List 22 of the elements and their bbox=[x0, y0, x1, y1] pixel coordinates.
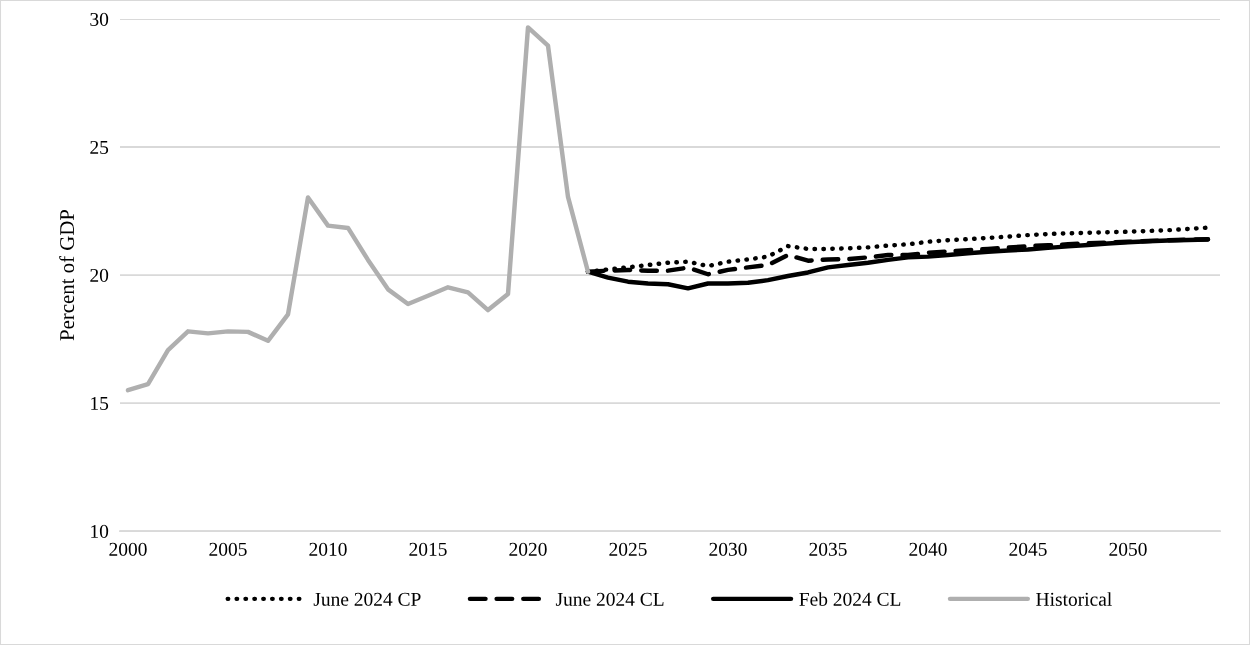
x-tick-label: 2045 bbox=[1009, 542, 1047, 556]
legend-label: Historical bbox=[1036, 592, 1112, 606]
legend-label: Feb 2024 CL bbox=[799, 592, 901, 606]
y-tick-label: 30 bbox=[90, 12, 109, 26]
x-tick-label: 2015 bbox=[409, 542, 447, 556]
legend-label: June 2024 CP bbox=[313, 592, 421, 606]
x-tick-label: 2030 bbox=[709, 542, 747, 556]
y-tick-label: 10 bbox=[91, 524, 109, 538]
y-tick-label: 25 bbox=[90, 140, 109, 154]
y-tick-label: 15 bbox=[91, 396, 109, 410]
x-tick-label: 2000 bbox=[109, 542, 147, 556]
x-tick-label: 2020 bbox=[509, 542, 547, 556]
y-axis-title: Percent of GDP bbox=[59, 209, 75, 341]
legend-label: June 2024 CL bbox=[555, 592, 664, 606]
x-tick-label: 2005 bbox=[209, 542, 247, 556]
x-tick-label: 2040 bbox=[909, 542, 947, 556]
x-tick-label: 2050 bbox=[1109, 542, 1147, 556]
x-tick-label: 2010 bbox=[309, 542, 347, 556]
x-tick-label: 2025 bbox=[609, 542, 647, 556]
x-tick-label: 2035 bbox=[809, 542, 847, 556]
line-series bbox=[125, 25, 591, 393]
y-tick-label: 20 bbox=[90, 268, 109, 282]
